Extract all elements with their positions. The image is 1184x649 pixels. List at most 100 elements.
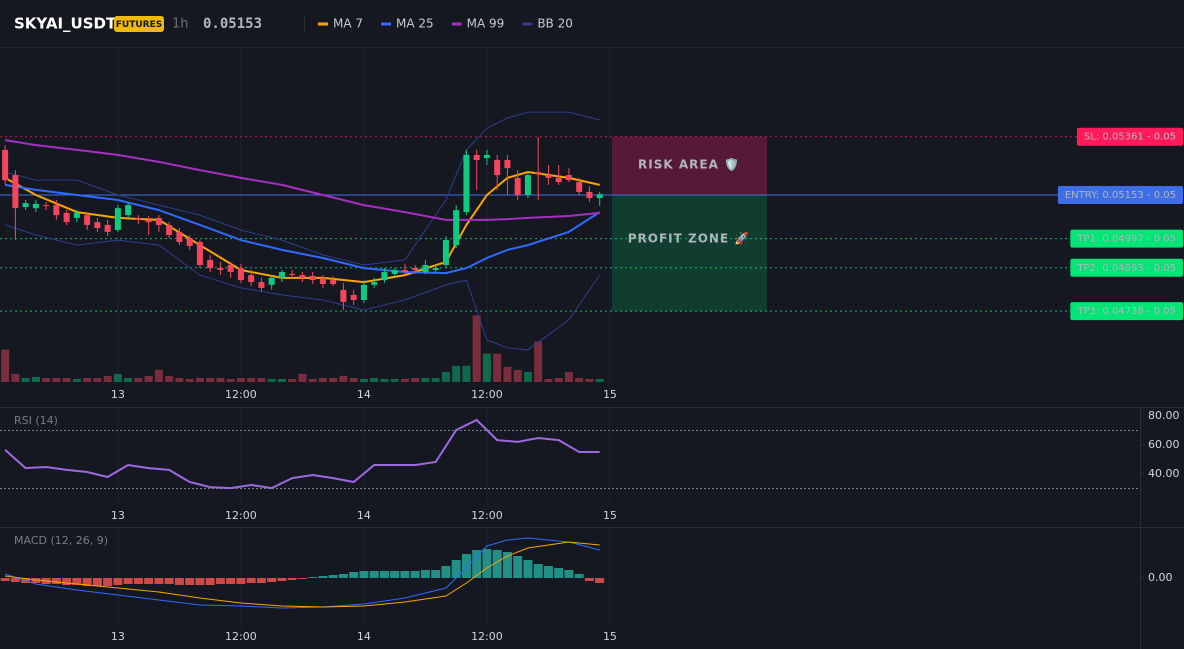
candle-body bbox=[545, 175, 552, 178]
candle-body bbox=[391, 270, 398, 274]
volume-bar bbox=[11, 373, 20, 382]
histogram-bar bbox=[215, 578, 225, 584]
volume-bar bbox=[400, 378, 409, 382]
histogram-bar bbox=[564, 570, 574, 578]
histogram-bar bbox=[410, 571, 420, 578]
candle-body bbox=[32, 203, 39, 209]
band-line bbox=[4, 111, 600, 266]
candle-body bbox=[576, 182, 583, 192]
candle-body bbox=[166, 224, 173, 236]
candle-body bbox=[422, 264, 429, 272]
badge: FUTURES bbox=[116, 20, 162, 30]
x-tick-label: 15 bbox=[603, 630, 617, 643]
volume-bar bbox=[93, 377, 102, 382]
histogram-bar bbox=[543, 566, 553, 578]
histogram-bar bbox=[441, 566, 451, 578]
candle-body bbox=[586, 191, 593, 199]
volume-bar bbox=[523, 371, 532, 382]
volume-bar bbox=[52, 377, 61, 382]
x-tick-label: 12:00 bbox=[225, 509, 257, 522]
candle-body bbox=[155, 217, 162, 225]
candle-body bbox=[381, 271, 388, 281]
level-label-bg bbox=[1070, 258, 1183, 277]
volume-bar bbox=[318, 377, 327, 382]
candle-body bbox=[473, 154, 480, 160]
candle-body bbox=[289, 273, 296, 276]
volume-bar bbox=[308, 378, 317, 382]
candle-body bbox=[12, 175, 19, 209]
volume-bar bbox=[1, 349, 10, 382]
volume-bar bbox=[21, 377, 30, 382]
candle-body bbox=[84, 215, 91, 225]
candle-body bbox=[268, 277, 275, 285]
legend-label: MA 25 bbox=[396, 17, 434, 31]
histogram-bar bbox=[400, 571, 410, 578]
candle-body bbox=[524, 175, 531, 195]
volume-bar bbox=[482, 353, 491, 382]
histogram-bar bbox=[287, 578, 297, 580]
histogram-bar bbox=[328, 575, 338, 578]
histogram-bar bbox=[431, 570, 441, 578]
level-label-bg bbox=[1070, 302, 1183, 321]
volume-bar bbox=[390, 378, 399, 382]
candle-body bbox=[330, 280, 337, 285]
x-tick-label: 14 bbox=[357, 388, 371, 401]
volume-bar bbox=[370, 377, 379, 382]
volume-bar bbox=[216, 377, 225, 382]
candle-body bbox=[63, 212, 70, 223]
panel-title: RSI (14) bbox=[14, 414, 58, 427]
candle-body bbox=[555, 177, 562, 183]
histogram-bar bbox=[144, 578, 154, 584]
candle-body bbox=[432, 268, 439, 271]
histogram-bar bbox=[461, 554, 471, 578]
histogram-bar bbox=[51, 578, 61, 584]
candle-body bbox=[319, 277, 326, 285]
symbol: SKYAI_USDT bbox=[14, 15, 117, 33]
volume-bar bbox=[544, 378, 553, 382]
histogram-bar bbox=[472, 550, 482, 578]
candle-body bbox=[94, 222, 101, 229]
histogram-bar bbox=[482, 549, 492, 578]
candle-body bbox=[401, 270, 408, 272]
candle-body bbox=[412, 268, 419, 271]
volume-bar bbox=[257, 377, 266, 382]
candle-body bbox=[217, 268, 224, 271]
candle-body bbox=[114, 208, 121, 230]
histogram-bar bbox=[236, 578, 246, 584]
volume-bar bbox=[31, 376, 40, 382]
volume-bar bbox=[103, 375, 112, 382]
zone bbox=[612, 194, 767, 312]
candle-body bbox=[2, 149, 9, 181]
legend-label: MA 99 bbox=[467, 17, 505, 31]
x-tick-label: 14 bbox=[357, 509, 371, 522]
panel-title: MACD (12, 26, 9) bbox=[14, 534, 108, 547]
histogram-bar bbox=[246, 578, 256, 583]
y-tick-label: 40.00 bbox=[1148, 467, 1180, 480]
candle-body bbox=[514, 177, 521, 195]
x-tick-label: 15 bbox=[603, 509, 617, 522]
volume-bar bbox=[534, 341, 543, 382]
histogram-bar bbox=[533, 564, 543, 578]
histogram-bar bbox=[502, 552, 512, 578]
x-tick-label: 15 bbox=[603, 388, 617, 401]
volume-bar bbox=[113, 373, 122, 382]
candle-body bbox=[309, 275, 316, 281]
volume-bar bbox=[452, 365, 461, 382]
candle-body bbox=[340, 289, 347, 302]
volume-bar bbox=[83, 377, 92, 382]
candle-body bbox=[494, 159, 501, 176]
histogram-bar bbox=[164, 578, 174, 584]
last-price: 0.05153 bbox=[203, 16, 262, 32]
volume-bar bbox=[62, 377, 71, 382]
histogram-bar bbox=[308, 577, 318, 578]
histogram-bar bbox=[277, 578, 287, 581]
volume-bar bbox=[154, 369, 163, 382]
candle-body bbox=[125, 205, 132, 216]
volume-bar bbox=[175, 377, 184, 382]
candle-body bbox=[299, 275, 306, 278]
candle-body bbox=[360, 284, 367, 300]
zone bbox=[612, 136, 767, 195]
